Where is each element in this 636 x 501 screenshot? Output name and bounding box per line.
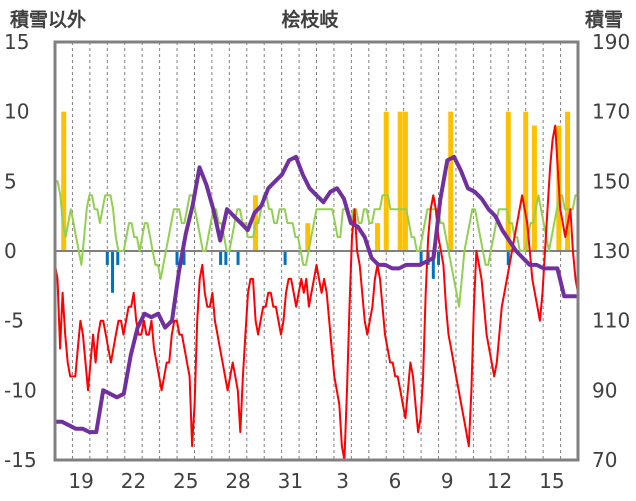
- negative-bar: [283, 251, 287, 265]
- negative-bar: [506, 251, 510, 265]
- series-lines: [54, 124, 579, 461]
- snowfall-bars: [61, 111, 571, 252]
- snowfall-bar: [61, 111, 67, 252]
- left-tick-label: 10: [4, 100, 29, 124]
- plot-frame: [53, 40, 580, 462]
- snow_depth-line: [55, 154, 578, 435]
- right-tick-label: 150: [592, 169, 630, 193]
- left-axis-ticks: -15 -10 -5 0 5 10 15: [4, 30, 37, 472]
- x-tick-label: 15: [539, 469, 564, 493]
- left-tick-label: 5: [4, 169, 17, 193]
- negative-bar: [431, 251, 435, 279]
- negative-bar: [224, 251, 228, 265]
- x-tick-label: 25: [173, 469, 198, 493]
- x-tick-label: 6: [389, 469, 402, 493]
- x-tick-label: 9: [441, 469, 454, 493]
- snowfall-bar: [523, 111, 529, 252]
- snowfall-bar: [505, 111, 511, 252]
- left-tick-label: -5: [4, 309, 24, 333]
- right-tick-label: 70: [592, 448, 617, 472]
- right-tick-label: 170: [592, 100, 630, 124]
- right-axis-ticks: 70 90 110 130 150 170 190: [592, 30, 630, 472]
- x-tick-label: 12: [487, 469, 512, 493]
- negative-bar: [182, 251, 186, 265]
- right-axis-title: 積雪: [585, 8, 623, 31]
- x-tick-label: 28: [225, 469, 250, 493]
- x-axis-ticks: 19 22 25 28 31 3 6 9 12 15: [68, 469, 564, 493]
- x-tick-label: 31: [278, 469, 303, 493]
- left-tick-label: 15: [4, 30, 29, 54]
- negative-bar: [219, 251, 223, 265]
- negative-bar: [419, 251, 423, 265]
- x-tick-label: 3: [336, 469, 349, 493]
- snowfall-bar: [397, 111, 403, 252]
- negative-bar: [111, 251, 115, 293]
- negative-bar: [437, 251, 441, 265]
- snowfall-bar: [531, 125, 537, 251]
- snowfall-bar: [305, 223, 311, 251]
- left-tick-label: -15: [4, 448, 37, 472]
- snowfall-bar: [383, 111, 389, 252]
- snowfall-bar: [375, 223, 381, 251]
- snowfall-bar: [565, 111, 571, 252]
- negative-bar: [236, 251, 240, 265]
- left-tick-label: -10: [4, 378, 37, 402]
- chart-title: 桧枝岐: [281, 8, 339, 31]
- snowfall-bar: [402, 111, 408, 252]
- right-tick-label: 90: [592, 378, 617, 402]
- negative-bar: [105, 251, 109, 265]
- right-tick-label: 190: [592, 30, 630, 54]
- left-axis-title: 積雪以外: [10, 8, 86, 31]
- right-tick-label: 130: [592, 239, 630, 263]
- x-tick-label: 22: [121, 469, 146, 493]
- left-tick-label: 0: [4, 239, 17, 263]
- x-tick-label: 19: [68, 469, 93, 493]
- negative-bar: [175, 251, 179, 265]
- right-tick-label: 110: [592, 309, 630, 333]
- snowfall-bar: [448, 111, 454, 252]
- temperature_hourly-line: [55, 180, 578, 308]
- temperature_min-line: [54, 124, 579, 461]
- negative-bar: [116, 251, 120, 265]
